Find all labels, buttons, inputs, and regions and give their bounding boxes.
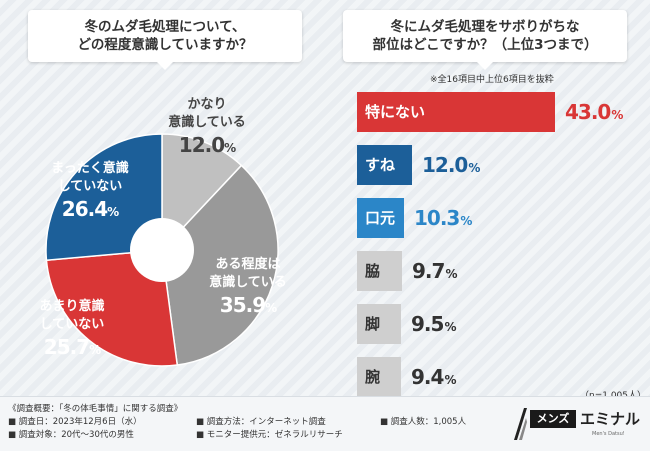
pie-title-line1: 冬のムダ毛処理について、 xyxy=(84,19,246,35)
pie-label-2-line1: ある程度は xyxy=(215,256,280,272)
bar-title-box: 冬にムダ毛処理をサボりがちな 部位はどこですか？（上位3つまで） xyxy=(343,10,627,70)
pie-label-4-line2: していない xyxy=(58,179,123,194)
survey-method: ■ 調査方法：インターネット調査 xyxy=(196,417,326,427)
bar-3 xyxy=(357,198,404,238)
pie-slice-4 xyxy=(45,133,163,262)
bar-value-5: 9.5% xyxy=(411,312,456,336)
bar-label-3: 口元 xyxy=(365,209,396,227)
pie-chart: かなり意識している12.0%ある程度は意識している35.9%あまり意識していない… xyxy=(39,97,287,367)
bar-value-2: 12.0% xyxy=(422,153,480,177)
bar-2 xyxy=(357,145,412,185)
bar-label-1: 特にない xyxy=(365,103,426,121)
right-panel: 冬にムダ毛処理をサボりがちな 部位はどこですか？（上位3つまで） xyxy=(325,0,650,396)
pie-slice-1 xyxy=(161,133,243,252)
bar-label-2: すね xyxy=(365,156,396,174)
logo-subtitle: Men's Datsu! xyxy=(592,431,625,437)
pie-slice-2 xyxy=(161,164,279,366)
pie-value-1: 12.0% xyxy=(179,133,236,157)
survey-provider: ■ モニター提供元：ゼネラルリサーチ xyxy=(196,430,343,440)
pie-center-hole xyxy=(130,218,194,282)
pie-label-3-line1: あまり意識 xyxy=(39,298,104,314)
bar-value-4: 9.7% xyxy=(412,259,457,283)
bar-title-line2: 部位はどこですか？（上位3つまで） xyxy=(372,37,598,53)
pie-title-line2: どの程度意識していますか？ xyxy=(77,37,253,53)
bar-value-1: 43.0% xyxy=(565,100,623,124)
pie-label-1-line2: 意識している xyxy=(168,114,246,130)
survey-date: ■ 調査日：2023年12月6日（水） xyxy=(8,417,142,427)
bar-1 xyxy=(357,92,555,132)
bar-label-5: 脚 xyxy=(365,315,381,333)
bar-value-6: 9.4% xyxy=(411,365,456,389)
selection-note: ※全16項目中上位6項目を抜粋 xyxy=(430,75,554,85)
logo-mark-icon xyxy=(514,408,527,440)
bar-4 xyxy=(357,251,402,291)
pie-slice-3 xyxy=(45,249,179,367)
pie-label-3-line2: していない xyxy=(40,317,105,332)
pie-label-4-line1: まったく意識 xyxy=(51,160,128,176)
logo-box-text: メンズ xyxy=(530,410,576,428)
survey-count: ■ 調査人数：1,005人 xyxy=(380,417,467,427)
logo-name: エミナル xyxy=(580,410,641,428)
bar-label-6: 腕 xyxy=(365,368,381,386)
bar-value-3: 10.3% xyxy=(414,206,472,230)
pie-label-2-line2: 意識している xyxy=(209,274,287,290)
bar-5 xyxy=(357,304,401,344)
survey-overview: 《調査概要：「冬の体毛事情」に関する調査》 xyxy=(8,404,183,414)
bar-label-4: 脇 xyxy=(365,262,381,280)
bar-title-line1: 冬にムダ毛処理をサボりがちな xyxy=(390,19,580,35)
bar-6 xyxy=(357,357,401,397)
pie-label-1-line1: かなり xyxy=(187,97,226,112)
brand-logo: メンズ エミナル Men's Datsu! xyxy=(512,404,642,444)
pie-title-box: 冬のムダ毛処理について、 どの程度意識していますか？ xyxy=(28,10,302,70)
survey-target: ■ 調査対象：20代〜30代の男性 xyxy=(8,430,134,440)
left-panel: 冬のムダ毛処理について、 どの程度意識していますか？ xyxy=(0,0,325,396)
